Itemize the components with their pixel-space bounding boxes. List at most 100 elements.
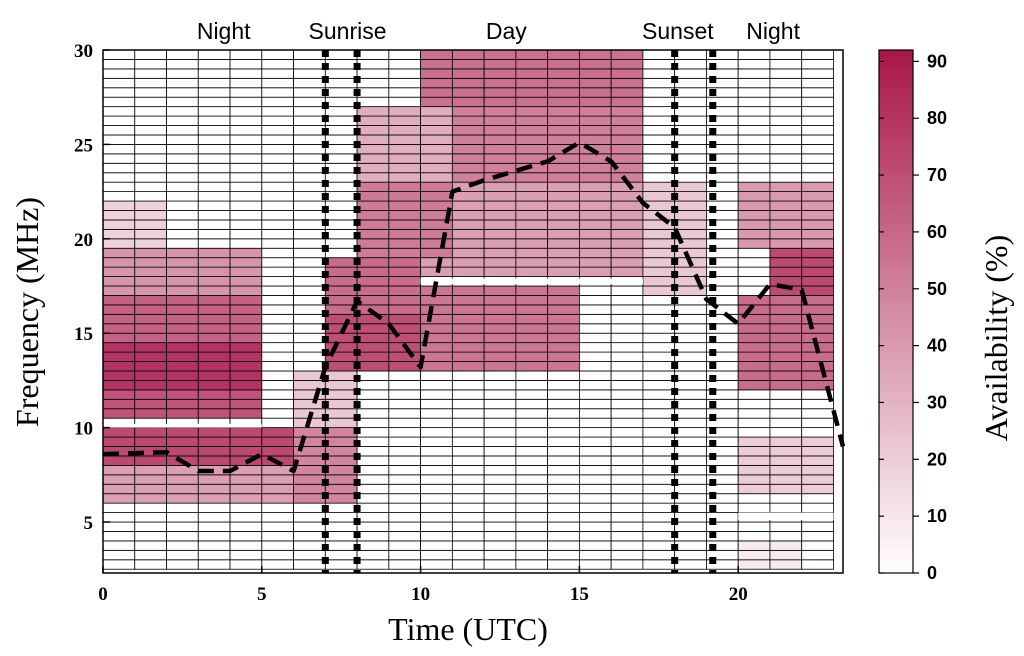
heatmap-cell — [515, 285, 549, 296]
heatmap-cell — [769, 162, 803, 174]
heatmap-cell — [578, 323, 612, 334]
heatmap-cell — [324, 266, 358, 277]
heatmap-cell — [197, 408, 231, 419]
heatmap-cell — [451, 200, 485, 211]
heatmap-cell — [483, 162, 517, 174]
heatmap-cell — [356, 332, 390, 344]
heatmap-cell — [769, 238, 803, 249]
heatmap-cell — [737, 59, 771, 70]
heatmap-cell — [356, 59, 390, 70]
heatmap-cell — [642, 436, 676, 447]
heatmap-cell — [102, 464, 136, 476]
heatmap-cell — [515, 266, 549, 277]
heatmap-cell — [547, 512, 580, 523]
heatmap-cell — [388, 464, 421, 476]
y-tick-label: 10 — [74, 419, 93, 440]
heatmap-cell — [166, 502, 199, 513]
heatmap-cell — [166, 474, 199, 485]
heatmap-cell — [261, 295, 294, 306]
heatmap-cell — [674, 502, 707, 513]
heatmap-cell — [578, 59, 612, 70]
period-label: Day — [486, 18, 527, 44]
heatmap-cell — [674, 68, 707, 79]
heatmap-cell — [197, 191, 231, 202]
heatmap-cell — [801, 87, 834, 98]
colorbar: 0 10 20 30 40 50 60 70 80 90 — [878, 49, 947, 583]
heatmap-cell — [388, 483, 421, 495]
heatmap-cell — [166, 228, 199, 240]
heatmap-cell — [197, 323, 231, 334]
heatmap-cell — [388, 474, 421, 485]
heatmap-cell — [197, 380, 231, 391]
heatmap-cell — [451, 59, 485, 70]
heatmap-cell — [356, 191, 390, 202]
heatmap-cell — [610, 540, 644, 551]
heatmap-cell — [483, 455, 517, 466]
heatmap-cell — [737, 219, 771, 230]
heatmap-cell — [483, 238, 517, 249]
heatmap-cell — [356, 446, 390, 457]
heatmap-cell — [451, 49, 485, 60]
heatmap-cell — [801, 238, 834, 249]
heatmap-cell — [388, 295, 421, 306]
heatmap-cell — [356, 219, 390, 230]
heatmap-cell — [229, 257, 263, 268]
heatmap-cell — [420, 493, 453, 504]
heatmap-cell — [515, 295, 549, 306]
frequency-gap — [738, 512, 834, 521]
heatmap-cell — [102, 266, 136, 277]
heatmap-cell — [801, 134, 834, 145]
heatmap-cell — [261, 531, 294, 542]
heatmap-cell — [261, 96, 294, 108]
heatmap-cell — [420, 446, 453, 457]
y-tick-label: 25 — [74, 135, 93, 156]
heatmap-cell — [483, 96, 517, 108]
heatmap-cell — [483, 427, 517, 438]
heatmap-cell — [261, 172, 294, 183]
heatmap-cell — [451, 370, 485, 381]
heatmap-cell — [515, 531, 549, 542]
heatmap-cell — [134, 455, 167, 466]
heatmap-cell — [102, 342, 136, 353]
heatmap-cell — [801, 370, 834, 381]
heatmap-cell — [642, 96, 676, 108]
heatmap-cell — [293, 143, 326, 155]
heatmap-cell — [388, 436, 421, 447]
heatmap-cell — [134, 49, 167, 60]
heatmap-cell — [261, 427, 294, 438]
heatmap-cell — [356, 389, 390, 400]
heatmap-cell — [769, 247, 803, 259]
heatmap-cell — [293, 238, 326, 249]
heatmap-cell — [483, 370, 517, 381]
heatmap-cell — [674, 247, 707, 259]
heatmap-cell — [483, 266, 517, 277]
heatmap-cell — [324, 483, 358, 495]
heatmap-cell — [166, 200, 199, 211]
heatmap-cell — [451, 351, 485, 362]
heatmap-cell — [578, 361, 612, 372]
heatmap-cell — [801, 361, 834, 372]
heatmap-cell — [197, 238, 231, 249]
heatmap-cell — [737, 210, 771, 221]
heatmap-cell — [102, 427, 136, 438]
heatmap-cell — [261, 540, 294, 551]
heatmap-cell — [388, 408, 421, 419]
heatmap-cell — [642, 512, 676, 523]
heatmap-cell — [293, 162, 326, 174]
heatmap-cell — [102, 474, 136, 485]
heatmap-cell — [324, 427, 358, 438]
heatmap-cell — [293, 559, 326, 570]
heatmap-cell — [737, 502, 771, 513]
heatmap-cell — [229, 549, 263, 561]
heatmap-cell — [737, 398, 771, 410]
heatmap-cell — [515, 125, 549, 136]
heatmap-cell — [166, 313, 199, 325]
heatmap-cell — [420, 380, 453, 391]
heatmap-cell — [197, 49, 231, 60]
heatmap-cell — [420, 257, 453, 268]
heatmap-cell — [451, 361, 485, 372]
heatmap-cell — [134, 125, 167, 136]
heatmap-cell — [610, 436, 644, 447]
heatmap-cell — [515, 559, 549, 570]
time-period-markers — [321, 50, 717, 573]
